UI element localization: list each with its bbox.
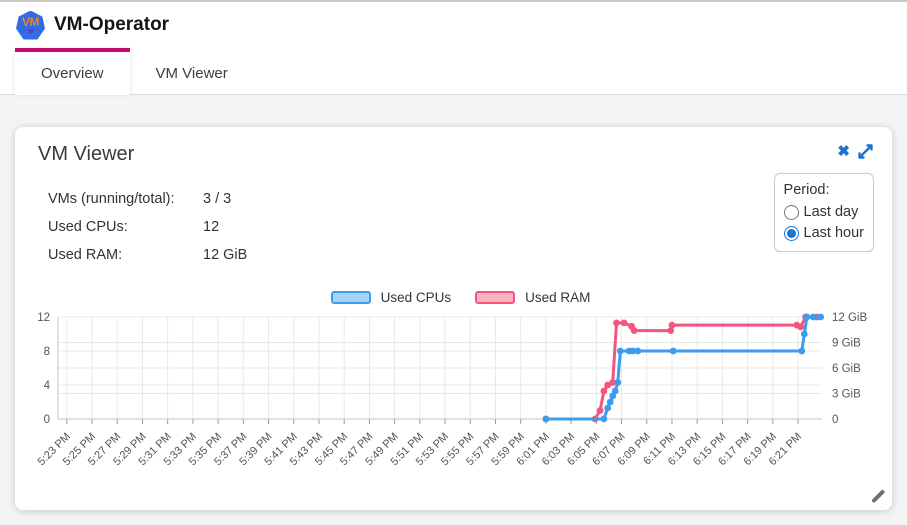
- period-option-last-day[interactable]: Last day: [783, 204, 864, 220]
- stat-row-vms: VMs (running/total): 3 / 3: [48, 185, 247, 213]
- data-point: [798, 347, 806, 355]
- tab-vm-viewer-label: VM Viewer: [155, 64, 228, 82]
- y-right-tick-label: 6 GiB: [832, 363, 861, 375]
- y-axis-right-labels: 0 3 GiB 6 GiB 9 GiB 12 GiB: [832, 312, 867, 426]
- y-left-tick-label: 4: [44, 380, 51, 392]
- stat-value: 12: [203, 219, 220, 235]
- app-header: VM VM-Operator: [0, 2, 907, 48]
- data-point: [629, 347, 637, 355]
- logo-arrow-mark-icon: [26, 29, 35, 34]
- data-point: [669, 347, 677, 355]
- ram-legend-swatch[interactable]: [475, 291, 516, 304]
- tab-vm-viewer[interactable]: VM Viewer: [130, 48, 254, 94]
- data-point: [620, 319, 628, 327]
- stat-label: Used CPUs:: [48, 219, 128, 235]
- stat-value: 12 GiB: [203, 247, 248, 263]
- cpu-legend-label: Used CPUs: [380, 290, 452, 305]
- y-axis-left-labels: 0 4 8 12: [37, 312, 50, 426]
- data-point: [817, 313, 825, 321]
- data-point: [667, 327, 675, 334]
- data-point: [797, 323, 804, 331]
- data-point: [613, 319, 620, 327]
- data-point: [630, 327, 638, 334]
- data-point: [600, 415, 608, 423]
- usage-chart: 5:23 PM5:25 PM5:27 PM5:29 PM5:31 PM5:33 …: [35, 312, 867, 468]
- data-point: [800, 330, 808, 338]
- stat-value: 3 / 3: [203, 191, 232, 207]
- page-background: VM Viewer ✖ VMs (running/total): 3 / 3 U…: [0, 95, 907, 525]
- y-left-tick-label: 8: [44, 346, 50, 358]
- card-title: VM Viewer: [38, 143, 135, 165]
- cpu-legend-swatch[interactable]: [330, 291, 371, 304]
- resize-handle-icon[interactable]: [870, 488, 886, 504]
- data-point: [606, 398, 614, 406]
- period-label: Period:: [783, 182, 830, 198]
- y-right-tick-label: 0: [832, 414, 838, 426]
- y-left-tick-label: 0: [44, 414, 50, 426]
- close-icon[interactable]: ✖: [837, 143, 850, 160]
- last-hour-radio[interactable]: [783, 225, 799, 241]
- data-point: [600, 387, 608, 395]
- last-day-radio[interactable]: [783, 204, 799, 220]
- series-used-cpus: [542, 313, 825, 423]
- data-point: [616, 347, 624, 355]
- data-point: [668, 321, 676, 329]
- data-point: [542, 415, 550, 423]
- kubernetes-heptagon-icon: VM: [16, 10, 45, 40]
- tab-overview-label: Overview: [41, 64, 104, 82]
- vm-viewer-card: VM Viewer ✖ VMs (running/total): 3 / 3 U…: [15, 127, 892, 510]
- card-actions: ✖: [837, 143, 874, 160]
- y-right-tick-label: 12 GiB: [832, 312, 867, 324]
- y-right-tick-label: 3 GiB: [832, 389, 861, 401]
- y-right-tick-label: 9 GiB: [832, 338, 861, 350]
- last-day-label: Last day: [803, 204, 859, 220]
- stat-label: VMs (running/total):: [48, 191, 175, 207]
- y-left-tick-label: 12: [37, 312, 50, 324]
- last-hour-label: Last hour: [803, 225, 864, 241]
- data-point: [614, 379, 622, 386]
- tab-bar: Overview VM Viewer: [0, 48, 907, 95]
- window-top-border: [0, 0, 907, 2]
- logo-vm-text: VM: [22, 15, 40, 29]
- data-point: [596, 407, 604, 414]
- data-point: [604, 404, 612, 412]
- chart-grid: [57, 316, 822, 424]
- stat-row-ram: Used RAM: 12 GiB: [48, 241, 247, 269]
- chart-legend: Used CPUs Used RAM: [15, 290, 892, 305]
- x-axis-labels: 5:23 PM5:25 PM5:27 PM5:29 PM5:31 PM5:33 …: [35, 431, 804, 468]
- tab-overview[interactable]: Overview: [15, 48, 130, 95]
- stat-row-cpus: Used CPUs: 12: [48, 213, 247, 241]
- vm-operator-logo-icon: VM: [16, 10, 45, 40]
- data-point: [609, 379, 617, 386]
- app-title: VM-Operator: [54, 14, 170, 35]
- period-selector: Period: Last day Last hour: [773, 173, 874, 252]
- expand-icon[interactable]: [857, 143, 874, 160]
- period-option-last-hour[interactable]: Last hour: [783, 225, 864, 241]
- stat-label: Used RAM:: [48, 247, 123, 263]
- stats-list: VMs (running/total): 3 / 3 Used CPUs: 12…: [48, 185, 247, 269]
- data-point: [803, 313, 811, 321]
- ram-legend-label: Used RAM: [525, 290, 591, 305]
- data-point: [634, 347, 642, 355]
- data-point: [809, 313, 817, 321]
- data-point: [611, 387, 619, 395]
